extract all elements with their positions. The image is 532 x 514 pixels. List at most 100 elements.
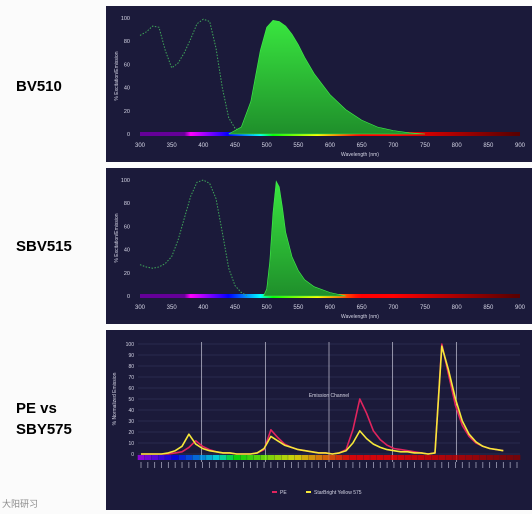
channel-tick (386, 462, 388, 468)
channel-tick (318, 462, 320, 468)
legend-label: PE (280, 490, 287, 496)
channel-color-cell (240, 455, 247, 460)
channel-color-cell (144, 455, 152, 460)
x-tick-label: 550 (293, 143, 304, 149)
channel-tick (475, 462, 477, 468)
channel-color-cell (308, 455, 316, 460)
channel-color-cell (294, 455, 302, 460)
panel-label-bv510: BV510 (16, 78, 62, 95)
x-tick-label: 350 (167, 305, 178, 311)
x-tick-label: 650 (357, 305, 368, 311)
y-tick-label: 60 (124, 62, 130, 68)
channel-color-cell (349, 455, 357, 460)
x-tick-label: 450 (230, 305, 241, 311)
channel-tick (373, 462, 374, 468)
channel-tick (140, 462, 142, 468)
y-axis-label: % Excitation/Emission (114, 213, 120, 262)
channel-tick (277, 462, 279, 468)
channel-tick (304, 462, 306, 468)
channel-color-cell (438, 455, 446, 460)
channel-color-cell (322, 455, 329, 460)
channel-tick (379, 462, 381, 468)
pe-vs-sby575-chart: 0 10 20 30 40 50 60 70 80 90 100 % Normalized Emiss… (112, 342, 521, 496)
channel-color-cell (253, 455, 261, 460)
channel-tick (338, 462, 340, 468)
channel-color-cell (383, 455, 391, 460)
x-tick-label: 400 (198, 305, 209, 311)
channel-tick (461, 462, 463, 468)
channel-tick (311, 462, 313, 468)
channel-tick (236, 462, 238, 468)
panel-label-line-1: PE vs (16, 400, 57, 417)
x-tick-label: 850 (483, 143, 494, 149)
x-tick-label: 350 (167, 143, 178, 149)
channel-tick (455, 462, 456, 468)
channel-color-cell (479, 455, 487, 460)
pe-vs-sby575-panel: 0 10 20 30 40 50 60 70 80 90 100 % Normalized Emiss… (106, 330, 532, 510)
channel-color-cell (417, 455, 425, 460)
channel-color-cell (226, 455, 234, 460)
y-tick-label: 60 (128, 386, 134, 392)
y-tick-label: 90 (128, 353, 134, 359)
channel-color-cell (376, 455, 384, 460)
sbv515-spectrum-panel: 0 20 40 60 80 100 % Excitation/Emission 300 350 4… (106, 168, 532, 324)
channel-color-cell (500, 455, 507, 460)
y-tick-label: 50 (128, 397, 134, 403)
channel-tick (154, 462, 156, 468)
channel-color-cell (233, 455, 241, 460)
y-tick-label: 100 (126, 342, 135, 348)
x-axis-label: Emission Channel (309, 393, 349, 399)
sbv515-spectrum-chart: 0 20 40 60 80 100 % Excitation/Emission 300 350 4… (114, 178, 526, 320)
x-tick-label: 700 (388, 143, 399, 149)
y-tick-label: 60 (124, 224, 130, 230)
channel-color-cell (472, 455, 480, 460)
channel-color-cell (452, 455, 459, 460)
y-tick-label: 10 (128, 441, 134, 447)
channel-color-cell (342, 455, 350, 460)
channel-color-cell (397, 455, 405, 460)
x-tick-label: 300 (135, 143, 146, 149)
panel-label-line-2: SBY575 (16, 421, 72, 438)
channel-tick (400, 462, 402, 468)
channel-color-cell (486, 455, 493, 460)
channel-color-cell (199, 455, 206, 460)
channel-tick (249, 462, 251, 468)
x-tick-label: 500 (262, 305, 273, 311)
channel-color-cell (288, 455, 295, 460)
x-axis-label: Wavelength (nm) (341, 152, 379, 158)
channel-color-cell (171, 455, 179, 460)
y-tick-label: 70 (128, 375, 134, 381)
x-tick-label: 900 (515, 143, 526, 149)
panel-label-pe-vs-sby575: PE vs SBY575 (16, 398, 72, 440)
x-tick-label: 800 (452, 143, 463, 149)
channel-tick (502, 462, 504, 468)
y-tick-label: 20 (124, 271, 130, 277)
channel-color-cell (431, 455, 439, 460)
channel-tick (270, 462, 272, 468)
emission-area (228, 19, 426, 135)
excitation-line (139, 179, 248, 297)
x-tick-label: 800 (452, 305, 463, 311)
channel-color-cell (335, 455, 343, 460)
channel-color-cell (493, 455, 500, 460)
channel-color-cell (424, 455, 432, 460)
y-axis-label: % Excitation/Emission (114, 51, 120, 100)
channel-color-cell (151, 455, 158, 460)
channel-color-cell (404, 455, 411, 460)
channel-tick (222, 462, 224, 468)
channel-tick (434, 462, 436, 468)
x-tick-label: 600 (325, 143, 336, 149)
channel-tick (516, 462, 518, 468)
channel-color-cell (315, 455, 323, 460)
y-tick-label: 30 (128, 419, 134, 425)
channel-color-cell (370, 455, 377, 460)
y-tick-label: 0 (127, 294, 130, 300)
y-tick-label: 40 (124, 248, 130, 254)
channel-tick (414, 462, 415, 468)
channel-tick (441, 462, 443, 468)
channel-color-cell (506, 455, 514, 460)
channel-tick (263, 462, 265, 468)
channel-tick (468, 462, 470, 468)
x-tick-label: 450 (230, 143, 241, 149)
x-tick-label: 850 (483, 305, 494, 311)
